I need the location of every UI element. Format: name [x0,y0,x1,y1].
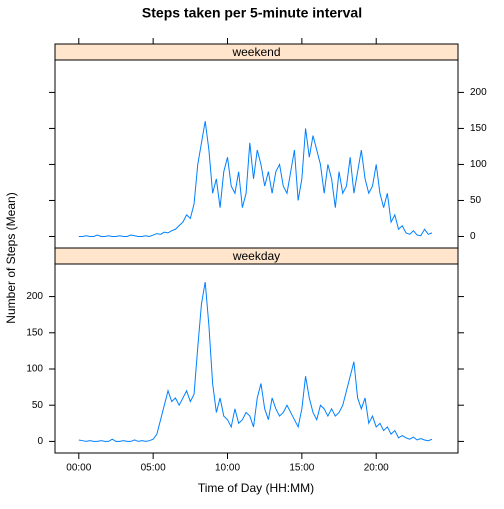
x-tick-label: 05:00 [141,463,166,474]
chart-title: Steps taken per 5-minute interval [142,5,362,21]
series-line [78,282,433,442]
y-axis-label: Number of Steps (Mean) [4,192,18,323]
strip-label: weekday [232,249,280,263]
series-line [78,121,433,237]
y-tick-label: 200 [470,87,487,98]
x-tick-label: 15:00 [289,463,314,474]
y-tick-label: 200 [26,291,43,302]
x-tick-label: 10:00 [215,463,240,474]
y-tick-label: 50 [470,195,482,206]
x-tick-label: 20:00 [364,463,389,474]
y-tick-label: 0 [37,436,43,447]
y-tick-label: 0 [470,231,476,242]
y-tick-label: 100 [470,159,487,170]
y-tick-label: 50 [32,400,44,411]
x-tick-label: 00:00 [66,463,91,474]
y-tick-label: 100 [26,364,43,375]
x-axis-label: Time of Day (HH:MM) [198,481,314,495]
y-tick-label: 150 [26,327,43,338]
panel-frame [54,263,459,454]
y-tick-label: 150 [470,123,487,134]
strip-label: weekend [231,45,280,59]
